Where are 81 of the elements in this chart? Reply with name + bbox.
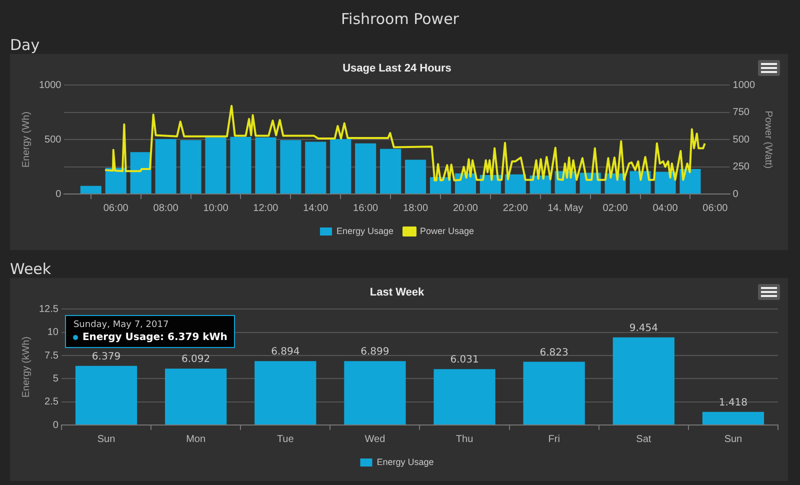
chart-title: Last Week — [370, 286, 425, 299]
bar — [165, 368, 227, 424]
bar — [612, 337, 674, 424]
y2-tick-label: 750 — [732, 107, 750, 118]
data-label: 6.031 — [450, 354, 479, 366]
bar — [702, 412, 764, 424]
annotation: Energy Usage: 6.379 kWh — [82, 332, 228, 344]
y-tick-label: 7.5 — [44, 350, 59, 362]
x-tick-label: Wed — [364, 434, 386, 445]
bar — [75, 366, 138, 424]
x-tick-label: 22:00 — [502, 202, 528, 214]
bar — [654, 172, 676, 194]
x-tick-label: 02:00 — [602, 202, 628, 214]
bar — [504, 174, 526, 194]
y-tick-label: 1000 — [38, 80, 62, 91]
bar — [405, 160, 426, 194]
data-label: 6.894 — [271, 346, 300, 358]
bar — [80, 186, 102, 194]
x-tick-label: 04:00 — [652, 202, 678, 214]
bar — [434, 369, 496, 424]
x-tick-label: 06:00 — [103, 202, 129, 214]
bar — [254, 361, 316, 424]
bar — [523, 362, 585, 424]
bar — [344, 361, 406, 424]
x-tick-label: 14. May — [548, 202, 584, 214]
x-tick-label: 10:00 — [203, 202, 229, 214]
bar — [255, 137, 276, 194]
data-label: 6.092 — [181, 354, 210, 366]
bar — [355, 143, 376, 194]
bar — [330, 139, 352, 194]
text: Week — [10, 260, 52, 278]
bar — [180, 140, 202, 194]
data-label: 6.823 — [540, 347, 568, 358]
y2-tick-label: 500 — [732, 134, 750, 146]
y-tick-label: 500 — [44, 134, 62, 146]
bar — [230, 136, 252, 194]
x-tick-label: Sun — [97, 434, 116, 445]
y2-axis-title: Power (Watt) — [762, 110, 774, 169]
bar — [155, 139, 176, 194]
y-tick-label: 12.5 — [38, 304, 59, 315]
data-label: 6.379 — [92, 352, 121, 362]
y2-tick-label: 250 — [732, 162, 750, 173]
data-label: 1.418 — [718, 397, 748, 408]
legend-label: Energy Usage — [376, 456, 434, 467]
bar — [130, 152, 152, 194]
x-tick-label: 12:00 — [253, 202, 279, 214]
data-label: 9.454 — [629, 323, 658, 334]
x-tick-label: Thu — [456, 434, 474, 445]
chart-title: Usage Last 24 Hours — [342, 62, 452, 75]
bar — [380, 148, 402, 194]
y-tick-label: 0 — [56, 188, 62, 200]
x-tick-label: Tue — [276, 434, 294, 445]
legend-label: Power Usage — [420, 226, 474, 236]
x-tick-label: 08:00 — [153, 202, 179, 214]
data-label: 6.899 — [360, 346, 390, 358]
y-tick-label: 10 — [47, 327, 59, 338]
x-tick-label: 16:00 — [353, 202, 379, 214]
x-tick-label: Sat — [636, 434, 652, 445]
bar — [205, 137, 226, 194]
bar — [105, 168, 126, 194]
bar — [280, 140, 302, 194]
y2-tick-label: 0 — [732, 188, 739, 200]
x-tick-label: Mon — [186, 434, 206, 445]
y-axis-title: Energy (Wh) — [20, 112, 32, 168]
legend-label: Energy Usage — [336, 226, 394, 236]
x-tick-label: 06:00 — [702, 202, 728, 214]
y2-tick-label: 1000 — [732, 80, 756, 91]
y-tick-label: 5 — [52, 373, 59, 384]
text: Fishroom Power — [340, 10, 460, 28]
x-tick-label: 20:00 — [452, 202, 478, 214]
x-tick-label: 14:00 — [303, 202, 329, 214]
y-tick-label: 2.5 — [44, 396, 59, 408]
y-tick-label: 0 — [52, 420, 59, 431]
y-axis-title: Energy (kWh) — [20, 336, 32, 398]
annotation: Sunday, May 7, 2017 — [73, 320, 169, 330]
bar — [305, 142, 326, 194]
x-tick-label: Sun — [724, 434, 742, 445]
x-tick-label: Fri — [548, 434, 560, 445]
bar — [680, 168, 701, 194]
x-tick-label: 18:00 — [403, 202, 428, 214]
text: Day — [10, 36, 40, 54]
